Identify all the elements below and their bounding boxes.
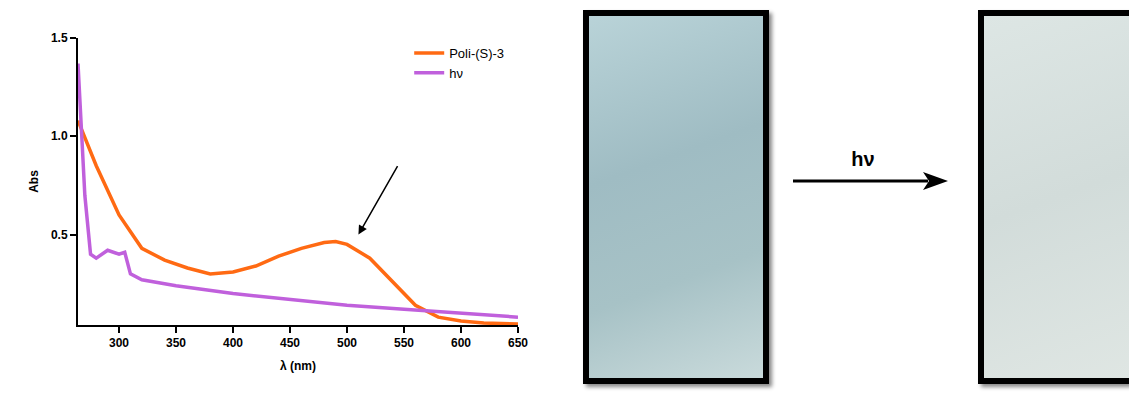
svg-text:Abs: Abs xyxy=(27,170,41,193)
svg-text:600: 600 xyxy=(451,336,471,350)
svg-text:400: 400 xyxy=(223,336,243,350)
svg-text:0.5: 0.5 xyxy=(51,228,68,242)
svg-text:λ (nm): λ (nm) xyxy=(280,359,316,373)
svg-text:Poli-(S)-3: Poli-(S)-3 xyxy=(449,46,504,61)
svg-text:500: 500 xyxy=(337,336,357,350)
svg-text:350: 350 xyxy=(166,336,186,350)
svg-text:550: 550 xyxy=(394,336,414,350)
svg-text:1.5: 1.5 xyxy=(51,31,68,45)
svg-text:650: 650 xyxy=(508,336,528,350)
html-text:hν: hν xyxy=(851,148,875,170)
svg-text:450: 450 xyxy=(280,336,300,350)
svg-text:hν: hν xyxy=(449,66,463,81)
svg-text:300: 300 xyxy=(109,336,129,350)
svg-text:1.0: 1.0 xyxy=(51,129,68,143)
